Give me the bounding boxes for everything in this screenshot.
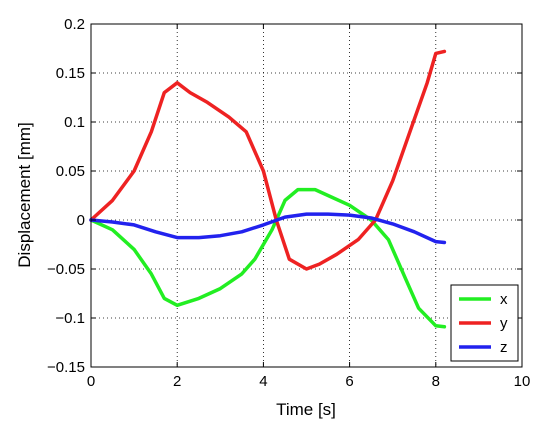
y-tick-label: 0.05 [56, 163, 85, 180]
y-tick-label: 0 [77, 212, 85, 229]
y-tick-label: 0.15 [56, 65, 85, 82]
x-tick-label: 0 [87, 373, 95, 390]
series-line-z [89, 212, 447, 245]
legend-label-z: z [500, 339, 508, 356]
x-axis-label: Time [s] [276, 400, 336, 419]
y-tick-label: −0.15 [47, 359, 85, 376]
x-tick-label: 8 [432, 373, 440, 390]
y-tick-label: −0.1 [55, 310, 85, 327]
series-lines [89, 49, 447, 329]
x-tick-label: 6 [345, 373, 353, 390]
plot-background [91, 24, 522, 367]
y-tick-label: −0.05 [47, 261, 85, 278]
series-line-x [89, 187, 447, 329]
x-tick-label: 10 [514, 373, 531, 390]
plot-frame [90, 23, 523, 368]
y-tick-label: 0.2 [64, 16, 85, 33]
legend: xyz [450, 284, 519, 362]
x-tick-label: 4 [259, 373, 267, 390]
legend-label-y: y [500, 315, 508, 332]
axis-ticks [90, 23, 523, 368]
tick-labels: 0 2 4 6 8 10 −0.15 −0.1 −0.05 0 0.05 0.1 0.15 0.2 [47, 16, 530, 390]
y-tick-label: 0.1 [64, 114, 85, 131]
legend-label-x: x [500, 291, 508, 308]
y-axis-label: Displacement [mm] [15, 122, 34, 267]
x-tick-label: 2 [173, 373, 181, 390]
